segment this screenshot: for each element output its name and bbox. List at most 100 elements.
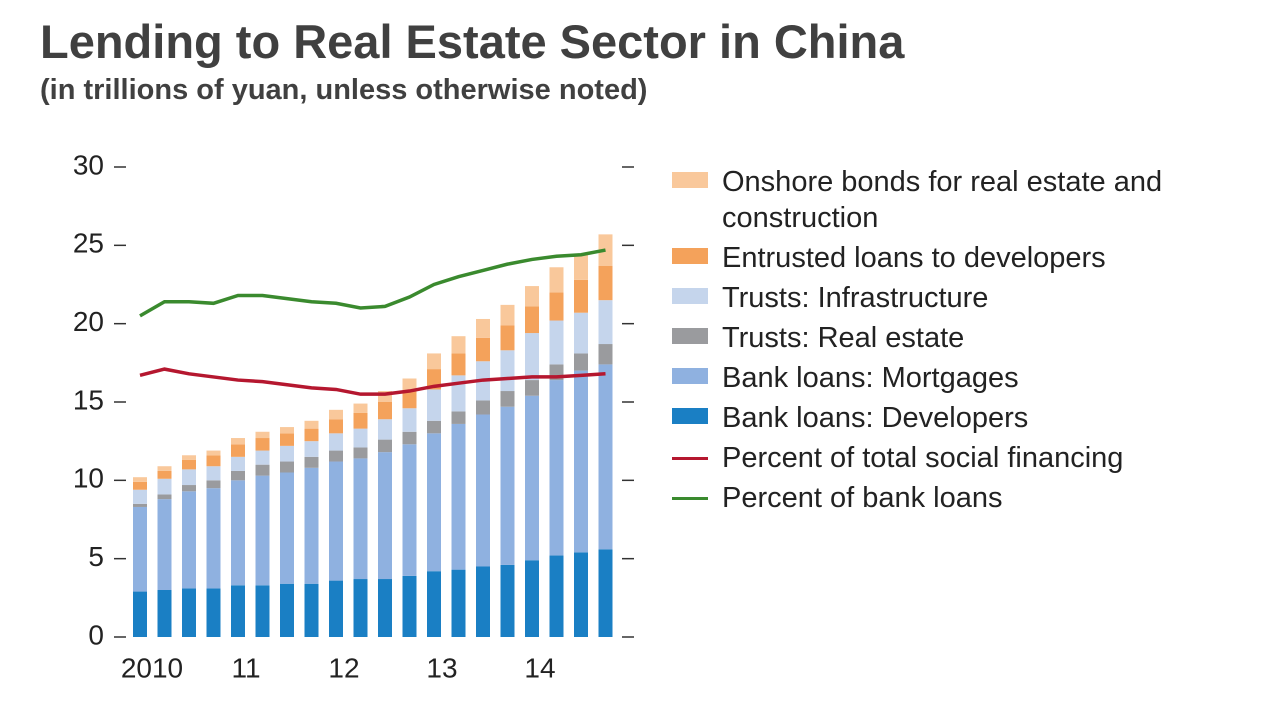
- bar-segment: [231, 444, 245, 457]
- bar-segment: [353, 447, 368, 459]
- bar-segment: [231, 585, 245, 637]
- bar-segment: [329, 409, 343, 420]
- bar-segment: [231, 438, 245, 445]
- legend-label: Bank loans: Developers: [722, 402, 1029, 434]
- legend-swatch: [672, 288, 708, 304]
- bar-segment: [427, 389, 441, 421]
- legend-label: Percent of total social financing: [722, 442, 1124, 474]
- bar-segment: [402, 444, 417, 576]
- bar-segment: [574, 370, 588, 553]
- bar-segment: [451, 375, 466, 412]
- bar-segment: [353, 458, 368, 580]
- x-tick-label: 13: [426, 652, 457, 683]
- legend-item: Trusts: Real estate: [672, 320, 1232, 356]
- legend-item: Bank loans: Developers: [672, 400, 1232, 436]
- bar-segment: [353, 579, 368, 637]
- legend-item: Bank loans: Mortgages: [672, 360, 1232, 396]
- y-tick-label: 30: [73, 149, 104, 180]
- legend-swatch: [672, 408, 708, 424]
- bar-segment: [182, 455, 196, 460]
- bar-segment: [231, 470, 245, 481]
- bar-segment: [451, 569, 466, 637]
- legend-item: Trusts: Infrastructure: [672, 280, 1232, 316]
- bar-segment: [500, 325, 515, 351]
- legend-item: Percent of total social financing: [672, 440, 1232, 476]
- bar-segment: [353, 403, 368, 413]
- bar-segment: [427, 571, 441, 637]
- bar-segment: [574, 279, 588, 313]
- bar-segment: [525, 380, 539, 396]
- bar-segment: [402, 575, 417, 637]
- legend-item: Onshore bonds for real estate and constr…: [672, 164, 1232, 236]
- bar-segment: [525, 306, 539, 334]
- bar-segment: [280, 472, 294, 584]
- bar-segment: [255, 585, 270, 637]
- bar-segment: [133, 489, 147, 504]
- bar-segment: [157, 470, 172, 479]
- bar-segment: [525, 395, 539, 561]
- bar-segment: [402, 431, 417, 445]
- bar-segment: [231, 456, 245, 471]
- legend-item: Percent of bank loans: [672, 480, 1232, 516]
- chart-subtitle: (in trillions of yuan, unless otherwise …: [40, 74, 648, 106]
- bar-segment: [182, 469, 196, 486]
- bar-segment: [525, 333, 539, 381]
- bar-segment: [133, 503, 147, 507]
- bar-segment: [157, 478, 172, 495]
- bar-segment: [304, 420, 319, 429]
- bar-segment: [255, 431, 270, 439]
- legend-swatch: [672, 328, 708, 344]
- bar-segment: [378, 402, 392, 420]
- bar-segment: [451, 411, 466, 424]
- y-tick-label: 20: [73, 306, 104, 337]
- bar-segment: [206, 450, 221, 456]
- bar-segment: [280, 461, 294, 473]
- bar-segment: [476, 414, 490, 567]
- bar-segment: [304, 441, 319, 457]
- bar-segment: [378, 391, 392, 402]
- bar-segment: [329, 419, 343, 434]
- bar-segment: [157, 590, 172, 637]
- bar-segment: [598, 300, 613, 345]
- bar-segment: [574, 552, 588, 637]
- y-tick-label: 25: [73, 228, 104, 259]
- bar-segment: [206, 480, 221, 489]
- bar-segment: [500, 304, 515, 326]
- bar-segment: [329, 450, 343, 462]
- legend-swatch: [672, 497, 708, 500]
- bar-segment: [182, 459, 196, 470]
- bar-segment: [598, 344, 613, 365]
- legend-label: Trusts: Infrastructure: [722, 282, 989, 314]
- bar-segment: [182, 491, 196, 589]
- bar-segment: [255, 464, 270, 476]
- x-tick-label: 2010: [121, 652, 183, 683]
- bar-segment: [427, 420, 441, 434]
- bar-segment: [206, 455, 221, 467]
- legend-swatch: [672, 457, 708, 460]
- bar-segment: [133, 591, 147, 637]
- legend: Onshore bonds for real estate and constr…: [672, 164, 1232, 520]
- bar-segment: [378, 579, 392, 637]
- bar-segment: [231, 480, 245, 586]
- bar-segment: [280, 583, 294, 637]
- bar-segment: [500, 564, 515, 637]
- line-series: [139, 248, 606, 318]
- bar-segment: [280, 433, 294, 446]
- bar-segment: [329, 580, 343, 637]
- legend-swatch: [672, 248, 708, 264]
- bar-segment: [451, 336, 466, 354]
- bar-segment: [353, 412, 368, 429]
- bar-segment: [378, 439, 392, 453]
- bar-segment: [402, 378, 417, 392]
- bar-segment: [157, 499, 172, 590]
- bar-segment: [304, 583, 319, 637]
- bar-segment: [255, 450, 270, 465]
- bar-segment: [500, 406, 515, 565]
- legend-item: Entrusted loans to developers: [672, 240, 1232, 276]
- bar-segment: [304, 467, 319, 584]
- y-tick-label: 10: [73, 463, 104, 494]
- bar-segment: [574, 254, 588, 280]
- line-series: [139, 367, 606, 396]
- bar-segment: [255, 475, 270, 586]
- bar-segment: [500, 391, 515, 407]
